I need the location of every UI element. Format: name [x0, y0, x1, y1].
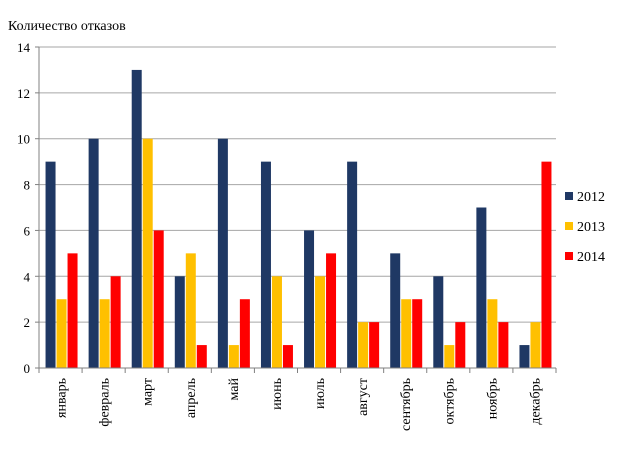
- bar-2012-август: [347, 161, 358, 368]
- bar-2014-январь: [67, 253, 78, 368]
- legend-swatch-2012: [565, 192, 573, 200]
- x-category-label: апрель: [184, 378, 199, 418]
- bar-2014-декабрь: [541, 161, 552, 368]
- bar-2014-апрель: [196, 345, 207, 368]
- bar-2014-сентябрь: [412, 299, 423, 368]
- bar-2012-январь: [45, 161, 56, 368]
- legend: 2012 2013 2014: [565, 190, 605, 265]
- bar-2012-сентябрь: [390, 253, 401, 368]
- y-tick-label: 10: [17, 132, 30, 147]
- y-tick-label: 14: [17, 40, 31, 55]
- legend-label: 2012: [577, 190, 605, 205]
- x-category-label: октябрь: [442, 378, 457, 425]
- bar-2014-октябрь: [455, 322, 466, 368]
- bar-2013-январь: [56, 299, 67, 368]
- grid-lines: [39, 46, 556, 369]
- y-tick-label: 4: [24, 269, 31, 284]
- bar-2012-март: [131, 69, 142, 368]
- bar-2012-апрель: [174, 276, 185, 368]
- bar-2013-сентябрь: [401, 299, 412, 368]
- bar-2014-ноябрь: [498, 322, 509, 368]
- y-axis-ticks: 0 2 4 6 8 10 12 14: [17, 40, 39, 376]
- x-category-label: июль: [313, 378, 328, 409]
- bar-2014-август: [369, 322, 380, 368]
- bar-2014-июнь: [282, 345, 293, 368]
- bars: [45, 69, 552, 368]
- legend-label: 2013: [577, 220, 605, 235]
- y-tick-label: 8: [24, 178, 31, 193]
- y-tick-label: 2: [24, 315, 31, 330]
- chart-title: Количество отказов: [8, 19, 126, 34]
- x-category-label: январь: [55, 378, 70, 418]
- bar-2012-май: [217, 138, 228, 368]
- y-tick-label: 0: [24, 361, 31, 376]
- axes: [38, 47, 557, 373]
- bar-2013-июнь: [271, 276, 282, 368]
- legend-label: 2014: [577, 250, 605, 265]
- x-category-label: сентябрь: [399, 378, 414, 431]
- bar-2013-август: [358, 322, 369, 368]
- bar-2012-октябрь: [433, 276, 444, 368]
- x-category-label: май: [227, 378, 242, 401]
- legend-swatch-2013: [565, 222, 573, 230]
- x-category-label: ноябрь: [485, 378, 500, 419]
- bar-2013-декабрь: [530, 322, 541, 368]
- bar-2014-февраль: [110, 276, 121, 368]
- x-category-label: март: [141, 378, 156, 406]
- x-category-label: август: [356, 378, 371, 416]
- bar-2012-июнь: [260, 161, 271, 368]
- bar-2014-май: [239, 299, 250, 368]
- bar-2014-март: [153, 230, 164, 368]
- y-tick-label: 6: [24, 223, 31, 238]
- bar-2014-июль: [326, 253, 337, 368]
- x-axis-categories: январь февраль март апрель май июнь июль август…: [55, 378, 544, 431]
- bar-2013-ноябрь: [487, 299, 498, 368]
- bar-2013-февраль: [99, 299, 110, 368]
- bar-2013-июль: [315, 276, 326, 368]
- bar-2012-декабрь: [519, 345, 530, 368]
- x-category-label: июнь: [270, 378, 285, 410]
- x-category-label: декабрь: [528, 378, 543, 425]
- y-tick-label: 12: [17, 86, 30, 101]
- bar-2013-октябрь: [444, 345, 455, 368]
- bar-2013-апрель: [185, 253, 196, 368]
- bar-2012-ноябрь: [476, 207, 487, 368]
- legend-swatch-2014: [565, 252, 573, 260]
- bar-2012-февраль: [88, 138, 99, 368]
- x-category-label: февраль: [98, 378, 113, 427]
- bar-2013-март: [142, 138, 153, 368]
- bar-2012-июль: [304, 230, 315, 368]
- bar-2013-май: [228, 345, 239, 368]
